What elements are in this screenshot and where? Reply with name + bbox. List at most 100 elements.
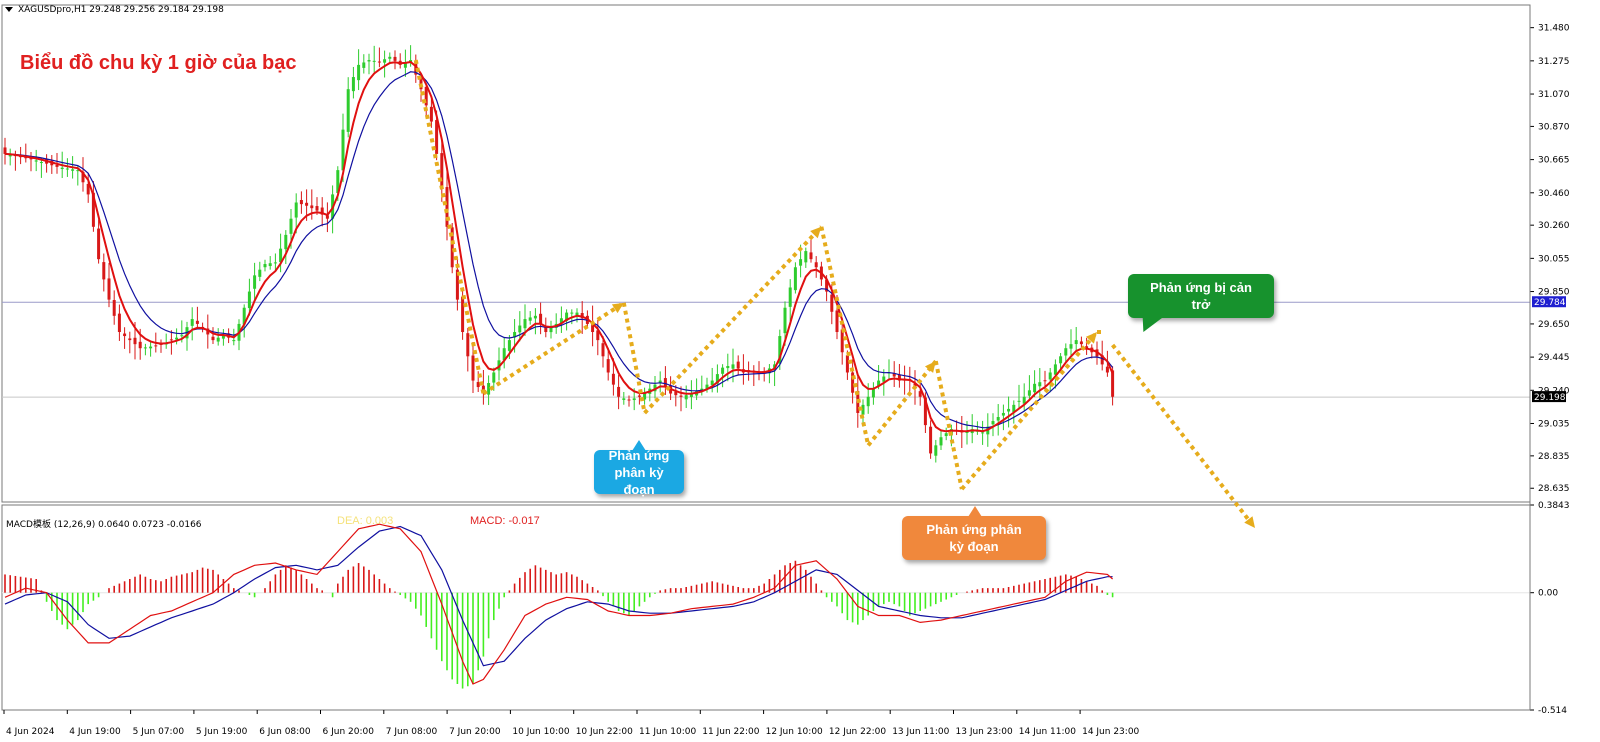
dea-value-label: DEA: 0.003: [337, 515, 393, 527]
candle-body: [992, 421, 995, 424]
price-axis-label: 30.870: [1538, 122, 1570, 132]
price-axis-label: 30.260: [1538, 221, 1570, 231]
candle-body: [602, 343, 605, 356]
candle-body: [128, 338, 131, 340]
candle-body: [248, 292, 251, 309]
candle-body: [149, 347, 152, 349]
candle-body: [102, 262, 105, 279]
time-axis-label: 7 Jun 20:00: [449, 727, 501, 737]
callout-divergence-orange: Phản ứng phân kỳ đoạn: [902, 516, 1046, 560]
candle-body: [466, 333, 469, 356]
price-level-label: 29.784: [1534, 298, 1566, 308]
candle-body: [550, 328, 553, 332]
candle-body: [815, 262, 818, 267]
candle-body: [1033, 384, 1036, 392]
candle-body: [305, 203, 308, 206]
price-axis-label: 28.635: [1538, 484, 1570, 494]
price-axis-label: 31.275: [1538, 57, 1570, 67]
candle-body: [1038, 382, 1041, 386]
candle-body: [388, 57, 391, 59]
time-axis-label: 11 Jun 22:00: [702, 727, 759, 737]
candle-body: [264, 264, 267, 267]
candle-body: [524, 319, 527, 328]
candle-body: [945, 433, 948, 436]
candle-body: [737, 362, 740, 369]
candle-body: [784, 308, 787, 333]
time-axis-label: 5 Jun 07:00: [133, 727, 185, 737]
candle-body: [139, 342, 142, 348]
candle-body: [461, 297, 464, 332]
callout-divergence-blue: Phản ứng phân kỳ đoạn: [594, 450, 684, 494]
chart-title: Biểu đồ chu kỳ 1 giờ của bạc: [20, 52, 297, 75]
candle-body: [290, 219, 293, 234]
callout-tail: [968, 506, 982, 517]
macd-axis-label: 0.00: [1538, 589, 1558, 599]
candle-body: [622, 398, 625, 400]
candle-body: [685, 395, 688, 399]
candle-body: [789, 287, 792, 306]
price-axis-label: 31.070: [1538, 90, 1570, 100]
callout-text: Phản ứng phân kỳ đoạn: [602, 447, 676, 498]
macd-indicator-info: MACD模板 (12,26,9) 0.0640 0.0723 -0.0166: [6, 517, 202, 530]
candle-body: [997, 417, 1000, 421]
callout-resistance-green: Phản ứng bị cản trở: [1128, 274, 1274, 318]
candle-body: [529, 317, 532, 320]
time-axis-label: 12 Jun 22:00: [829, 727, 886, 737]
candle-body: [1075, 340, 1078, 344]
candle-body: [154, 345, 157, 346]
candle-body: [56, 165, 59, 167]
candle-body: [1049, 372, 1052, 379]
candle-body: [1111, 370, 1114, 396]
candle-body: [534, 316, 537, 319]
candle-body: [108, 278, 111, 299]
candle-body: [1064, 348, 1067, 355]
candle-body: [300, 200, 303, 204]
candle-body: [170, 339, 173, 340]
candle-body: [810, 252, 813, 259]
callout-tail: [632, 440, 646, 451]
candle-body: [539, 314, 542, 324]
candle-body: [940, 437, 943, 445]
macd-axis-label: 0.3843: [1538, 501, 1570, 511]
candle-body: [570, 313, 573, 314]
candle-body: [1070, 344, 1073, 348]
candle-body: [352, 77, 355, 91]
time-axis-label: 13 Jun 11:00: [892, 727, 949, 737]
candle-body: [726, 366, 729, 368]
macd-value-label: MACD: -0.017: [470, 515, 540, 527]
price-axis-label: 29.035: [1538, 419, 1570, 429]
symbol-dropdown-icon[interactable]: [5, 7, 13, 12]
macd-axis-label: -0.514: [1538, 706, 1567, 716]
time-axis-label: 4 Jun 19:00: [69, 727, 121, 737]
time-axis-label: 6 Jun 20:00: [323, 727, 375, 737]
candle-body: [872, 389, 875, 398]
callout-text: Phản ứng phân kỳ đoạn: [926, 521, 1021, 555]
candle-body: [97, 229, 100, 260]
time-axis-label: 14 Jun 23:00: [1082, 727, 1139, 737]
candle-body: [232, 340, 235, 341]
candle-body: [846, 355, 849, 372]
candle-body: [612, 374, 615, 385]
candle-body: [830, 295, 833, 312]
candle-body: [284, 235, 287, 249]
candle-body: [1106, 367, 1109, 373]
candle-body: [867, 397, 870, 406]
candle-body: [929, 427, 932, 454]
time-axis-label: 13 Jun 23:00: [956, 727, 1013, 737]
candle-body: [633, 398, 636, 400]
candle-body: [35, 160, 38, 161]
candle-body: [40, 162, 43, 163]
candle-body: [1028, 390, 1031, 395]
price-axis-label: 30.055: [1538, 254, 1570, 264]
price-axis-label: 30.460: [1538, 189, 1570, 199]
price-axis-label: 31.480: [1538, 24, 1570, 34]
candle-body: [191, 319, 194, 326]
candle-body: [123, 334, 126, 337]
candle-body: [316, 206, 319, 211]
candle-body: [310, 205, 313, 208]
candle-body: [1018, 401, 1021, 402]
price-axis-label: 29.445: [1538, 353, 1570, 363]
time-axis-label: 4 Jun 2024: [6, 727, 55, 737]
candle-body: [253, 275, 256, 288]
